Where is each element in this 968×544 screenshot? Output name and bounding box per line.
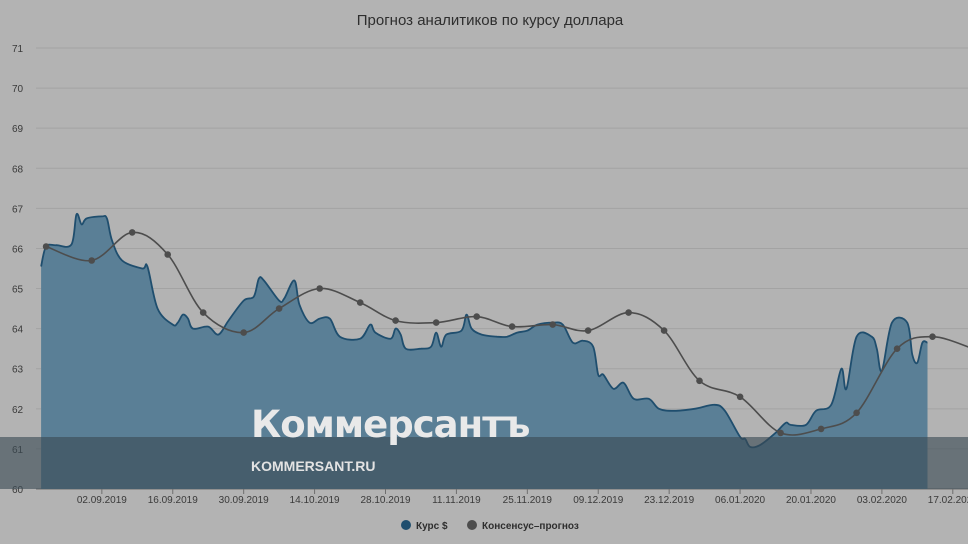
x-tick-label: 02.09.2019	[77, 495, 127, 506]
x-tick-label: 20.01.2020	[786, 495, 836, 506]
watermark-logo: Коммерсантъ	[251, 403, 530, 446]
consensus-point[interactable]	[584, 327, 592, 334]
legend[interactable]: Курс $ Консенсус–прогноз	[401, 520, 579, 532]
x-tick-label: 03.02.2020	[857, 495, 907, 506]
x-tick-label: 14.10.2019	[290, 495, 340, 506]
x-tick-label: 23.12.2019	[644, 495, 694, 506]
consensus-point[interactable]	[777, 429, 784, 437]
consensus-point[interactable]	[316, 285, 324, 292]
watermark-url: KOMMERSANT.RU	[251, 458, 375, 474]
x-tick-label: 06.01.2020	[715, 495, 765, 506]
consensus-point[interactable]	[508, 323, 516, 330]
consensus-point[interactable]	[473, 313, 481, 320]
y-tick-label: 60	[12, 485, 24, 496]
consensus-point[interactable]	[660, 327, 668, 334]
x-tick-label: 25.11.2019	[503, 495, 553, 506]
consensus-point[interactable]	[817, 425, 825, 433]
y-tick-label: 62	[12, 405, 24, 416]
x-tick-label: 16.09.2019	[148, 495, 198, 506]
y-tick-label: 63	[12, 365, 24, 376]
consensus-point[interactable]	[625, 309, 632, 316]
y-axis: 606162636465666768697071	[12, 44, 24, 496]
consensus-point[interactable]	[929, 333, 936, 341]
consensus-point[interactable]	[893, 345, 901, 353]
y-tick-label: 68	[12, 164, 24, 175]
x-tick-label: 09.12.2019	[573, 495, 623, 506]
consensus-point[interactable]	[696, 377, 703, 385]
consensus-point[interactable]	[356, 299, 364, 306]
x-axis: 02.09.2019 16.09.2019 30.09.2019 14.10.2019…	[36, 488, 968, 506]
consensus-point[interactable]	[164, 251, 171, 258]
consensus-point[interactable]	[199, 309, 207, 316]
y-tick-label: 69	[12, 124, 24, 135]
consensus-point[interactable]	[88, 257, 95, 264]
y-tick-label: 64	[12, 325, 24, 336]
consensus-point[interactable]	[128, 229, 136, 236]
series-kurs-area	[41, 213, 928, 489]
legend-label-kurs[interactable]: Курс $	[416, 521, 448, 532]
legend-label-consensus[interactable]: Консенсус–прогноз	[482, 521, 579, 532]
consensus-point[interactable]	[853, 409, 860, 417]
x-tick-label: 30.09.2019	[219, 495, 269, 506]
consensus-point[interactable]	[42, 243, 50, 250]
x-tick-label: 17.02.2020	[928, 495, 968, 506]
y-tick-label: 66	[12, 244, 24, 255]
y-tick-label: 70	[12, 84, 24, 95]
legend-marker-kurs	[401, 520, 411, 530]
watermark-banner	[0, 437, 968, 489]
consensus-point[interactable]	[736, 393, 744, 401]
chart-title: Прогноз аналитиков по курсу доллара	[357, 12, 624, 29]
y-tick-label: 71	[12, 44, 24, 55]
consensus-point[interactable]	[432, 319, 440, 326]
consensus-point[interactable]	[549, 321, 556, 328]
legend-marker-consensus	[467, 520, 477, 530]
series-kurs-line	[40, 212, 928, 449]
consensus-point[interactable]	[275, 305, 283, 312]
consensus-point[interactable]	[392, 317, 399, 324]
y-tick-label: 65	[12, 285, 24, 296]
consensus-point[interactable]	[240, 329, 247, 336]
y-tick-label: 67	[12, 204, 24, 215]
plot-area	[40, 212, 968, 489]
x-tick-label: 28.10.2019	[360, 495, 410, 506]
x-tick-label: 11.11.2019	[432, 495, 481, 506]
